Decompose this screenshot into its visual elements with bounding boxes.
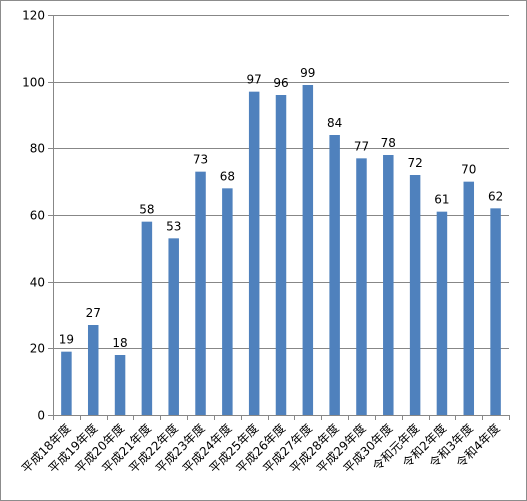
data-label: 99 <box>300 66 315 80</box>
y-tick-label: 80 <box>30 142 45 156</box>
bar <box>302 85 314 415</box>
bar <box>87 325 99 415</box>
data-label: 72 <box>407 156 422 170</box>
bars <box>61 85 501 416</box>
bar <box>141 221 153 415</box>
data-label: 96 <box>273 76 288 90</box>
y-tick-label: 40 <box>30 276 45 290</box>
bar <box>463 181 475 415</box>
data-label: 61 <box>434 193 449 207</box>
bar <box>329 135 340 415</box>
data-label: 97 <box>247 73 262 87</box>
bar <box>195 171 206 415</box>
y-tick-label: 120 <box>22 9 45 23</box>
data-label: 70 <box>461 163 476 177</box>
y-tick-label: 0 <box>37 409 45 423</box>
bar <box>248 91 260 416</box>
data-label: 78 <box>381 136 396 150</box>
data-labels: 19 27 18 58 53 73 68 97 96 99 84 77 78 72 61 70 62 <box>59 66 503 350</box>
data-label: 19 <box>59 333 74 347</box>
y-tick-labels: 0 20 40 60 80 100 120 <box>22 9 45 423</box>
bar <box>409 175 421 415</box>
bar <box>436 211 448 415</box>
bar <box>490 208 501 415</box>
data-label: 68 <box>220 169 235 183</box>
data-label: 53 <box>166 219 181 233</box>
y-tick-label: 20 <box>30 342 45 356</box>
bar <box>356 158 367 416</box>
y-tick-label: 100 <box>22 76 45 90</box>
data-label: 77 <box>354 139 369 153</box>
bar <box>275 95 287 415</box>
x-tick-labels: 平成18年度平成19年度平成20年度平成21年度平成22年度平成23年度平成24… <box>18 421 503 476</box>
data-label: 73 <box>193 153 208 167</box>
bar <box>383 155 394 415</box>
bar <box>114 355 126 415</box>
data-label: 27 <box>86 306 101 320</box>
bar <box>168 238 179 415</box>
bar <box>222 188 233 415</box>
bar <box>61 351 72 415</box>
data-label: 84 <box>327 116 342 130</box>
axes <box>48 15 510 420</box>
data-label: 62 <box>488 189 503 203</box>
data-label: 18 <box>112 336 127 350</box>
data-label: 58 <box>139 203 154 217</box>
y-tick-label: 60 <box>30 209 45 223</box>
